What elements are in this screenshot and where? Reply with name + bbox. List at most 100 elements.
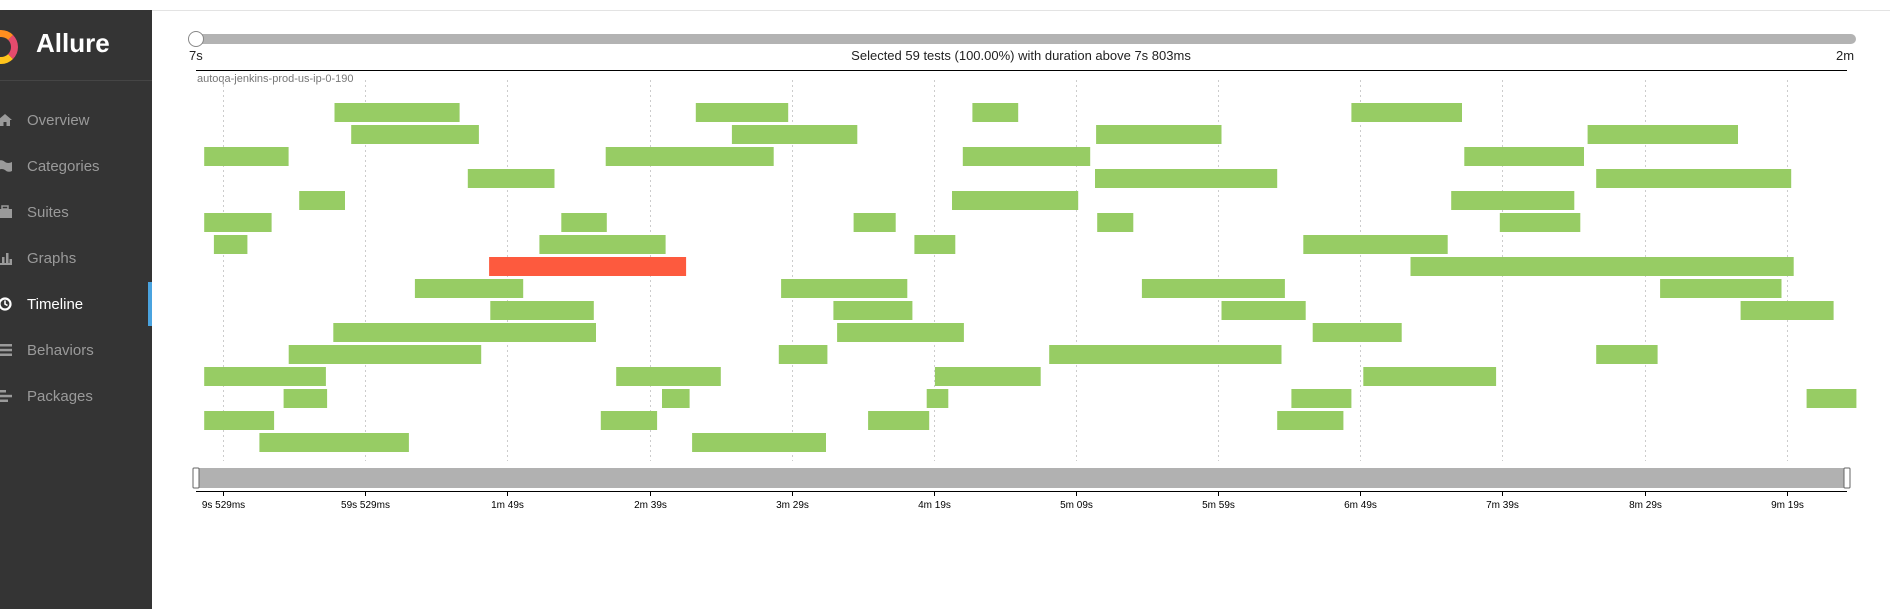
host-label: autoqa-jenkins-prod-us-ip-0-190 [197,73,354,85]
sidebar-item-label: Timeline [27,296,84,313]
test-bar[interactable] [692,433,826,452]
test-bar[interactable] [1097,213,1134,232]
x-axis-tick-label: 6m 49s [1344,500,1377,510]
sidebar-item-label: Categories [27,158,100,175]
test-bar[interactable] [731,125,858,144]
test-bar[interactable] [833,301,913,320]
x-axis-tick-label: 2m 39s [634,500,667,510]
sidebar-item-timeline[interactable]: Timeline [0,282,152,328]
range-brush[interactable] [196,468,1847,488]
brand[interactable]: Allure [0,10,152,81]
test-bar[interactable] [1141,279,1285,298]
test-bar[interactable] [333,323,596,342]
test-bar[interactable] [1806,389,1857,408]
test-bar[interactable] [600,411,658,430]
test-bar[interactable] [1049,345,1282,364]
x-axis-tick-label: 7m 39s [1486,500,1519,510]
sidebar-item-categories[interactable]: Categories [0,144,152,190]
test-bar[interactable] [1312,323,1402,342]
clock-icon [0,297,12,311]
test-bar-failed[interactable] [489,257,687,276]
test-bar[interactable] [561,213,607,232]
test-bar[interactable] [781,279,908,298]
range-brush-right-handle[interactable] [1843,467,1851,489]
test-bar[interactable] [1587,125,1738,144]
test-bar[interactable] [1596,169,1792,188]
test-bar[interactable] [695,103,789,122]
test-bar[interactable] [778,345,828,364]
test-bar[interactable] [1451,191,1575,210]
test-bar[interactable] [490,301,594,320]
x-axis-tick-label: 4m 19s [918,500,951,510]
test-bar[interactable] [868,411,930,430]
test-bar[interactable] [288,345,482,364]
sidebar-item-behaviors[interactable]: Behaviors [0,328,152,374]
test-bar[interactable] [539,235,666,254]
test-bar[interactable] [934,367,1041,386]
test-bar[interactable] [616,367,721,386]
test-bar[interactable] [1499,213,1581,232]
test-bar[interactable] [334,103,460,122]
sidebar-item-suites[interactable]: Suites [0,190,152,236]
duration-filter-handle[interactable] [188,31,204,47]
briefcase-icon [0,205,12,218]
test-bar[interactable] [1095,169,1278,188]
sidebar-item-label: Suites [27,204,69,221]
test-bar[interactable] [1740,301,1834,320]
sidebar-nav: Overview Categories Suites Graphs Timeli… [0,98,152,420]
test-bar[interactable] [1464,147,1584,166]
selection-summary: Selected 59 tests (100.00%) with duratio… [851,48,1191,63]
sidebar-item-graphs[interactable]: Graphs [0,236,152,282]
x-axis-tick-label: 9s 529ms [202,500,245,510]
home-icon [0,114,12,126]
test-bar[interactable] [926,389,949,408]
sidebar-item-packages[interactable]: Packages [0,374,152,420]
test-bar[interactable] [1277,411,1344,430]
test-bar[interactable] [962,147,1091,166]
test-bar[interactable] [1410,257,1794,276]
test-bar[interactable] [1303,235,1448,254]
test-bar[interactable] [351,125,479,144]
test-bar[interactable] [1221,301,1306,320]
sidebar-item-label: Behaviors [27,342,94,359]
align-left-icon [0,390,12,402]
test-bar[interactable] [914,235,956,254]
test-bar[interactable] [299,191,345,210]
test-bar[interactable] [204,411,275,430]
test-bar[interactable] [952,191,1079,210]
test-bar[interactable] [1291,389,1352,408]
test-bar[interactable] [1660,279,1782,298]
test-bar[interactable] [662,389,690,408]
test-bar[interactable] [853,213,896,232]
test-bar[interactable] [259,433,409,452]
test-bar[interactable] [1363,367,1497,386]
test-bar[interactable] [1096,125,1222,144]
sidebar-item-label: Graphs [27,250,77,267]
duration-filter-track[interactable] [196,34,1856,44]
bar-chart-icon [0,253,12,265]
app-title: Allure [36,28,110,58]
allure-logo-icon [0,30,18,64]
timeline-top-border [196,70,1847,71]
x-axis-tick-label: 59s 529ms [341,500,390,510]
main-content: 7s 2m Selected 59 tests (100.00%) with d… [152,10,1890,609]
x-axis-tick-label: 5m 59s [1202,500,1235,510]
test-bar[interactable] [972,103,1019,122]
x-axis-tick-label: 8m 29s [1629,500,1662,510]
test-bar[interactable] [1351,103,1462,122]
duration-filter-min-label: 7s [189,48,203,63]
test-bar[interactable] [213,235,248,254]
list-icon [0,344,12,356]
test-bar[interactable] [414,279,524,298]
sidebar-item-overview[interactable]: Overview [0,98,152,144]
test-bar[interactable] [204,213,272,232]
browser-top-edge [0,0,1890,11]
test-bar[interactable] [204,367,326,386]
test-bar[interactable] [283,389,328,408]
test-bar[interactable] [1596,345,1658,364]
test-bar[interactable] [204,147,289,166]
range-brush-left-handle[interactable] [192,467,200,489]
test-bar[interactable] [605,147,774,166]
test-bar[interactable] [467,169,555,188]
test-bar[interactable] [837,323,964,342]
